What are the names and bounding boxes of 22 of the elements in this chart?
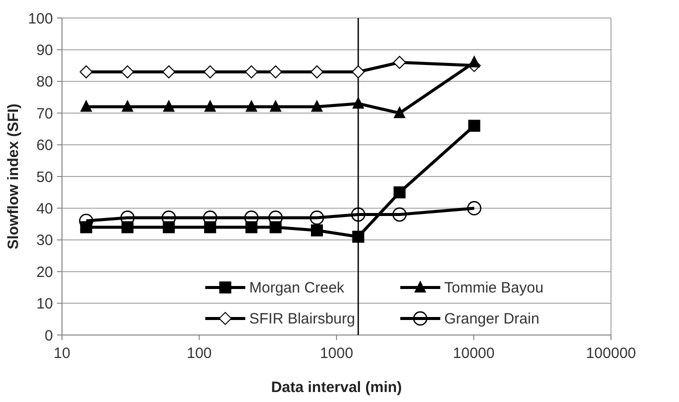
y-tick-label: 10: [36, 296, 53, 313]
y-tick-label: 60: [36, 137, 53, 154]
y-tick-label: 90: [36, 42, 53, 59]
y-tick-label: 0: [44, 327, 53, 344]
legend-label: Tommie Bayou: [444, 280, 544, 297]
legend-label: Morgan Creek: [249, 280, 345, 297]
y-tick-label: 80: [36, 74, 53, 91]
legend-label: SFIR Blairsburg: [249, 310, 356, 328]
y-tick-label: 40: [36, 200, 53, 218]
x-tick-label: 10: [54, 345, 70, 362]
y-tick-label: 70: [36, 105, 53, 122]
x-axis-title: Data interval (min): [271, 379, 402, 396]
x-tick-label: 100: [186, 345, 212, 362]
y-tick-label: 30: [36, 232, 53, 250]
x-tick-label: 1000: [320, 345, 354, 362]
x-tick-label: 100000: [586, 345, 636, 362]
y-tick-label: 50: [36, 168, 53, 186]
y-axis-title: Slowflow index (SFI): [5, 104, 22, 250]
y-tick-label: 100: [28, 10, 53, 28]
y-tick-label: 20: [36, 264, 53, 281]
x-tick-label: 10000: [452, 345, 495, 362]
legend-label: Granger Drain: [444, 310, 540, 328]
